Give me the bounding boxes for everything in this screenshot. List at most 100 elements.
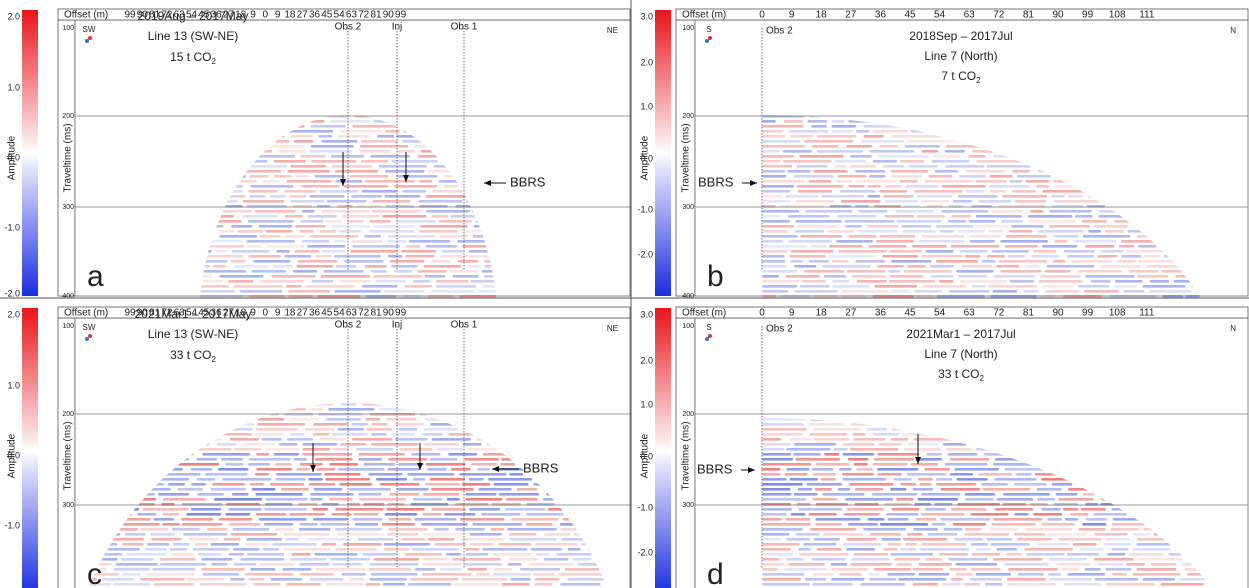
offset-header [57,8,631,21]
seismic-stripe [230,533,278,536]
seismic-stripe [357,538,395,541]
seismic-stripe [387,235,436,238]
seismic-stripe [340,130,382,133]
seismic-stripe [871,493,918,496]
seismic-stripe [253,260,291,263]
offset-tick-label: 63 [346,308,358,319]
seismic-stripe [373,275,423,278]
seismic-stripe [444,513,476,516]
seismic-stripe [762,215,781,218]
seismic-stripe [319,230,337,233]
seismic-stripe [935,260,979,263]
marker-label: Inj [392,320,403,331]
seismic-stripe [173,543,190,546]
seismic-stripe [762,240,783,243]
seismic-stripe [492,573,532,576]
offset-tick-label: 90 [1052,308,1064,319]
seismic-stripe [407,473,455,476]
seismic-stripe [869,578,897,581]
seismic-stripe [841,290,889,293]
seismic-stripe [351,423,368,426]
seismic-stripe [826,230,855,233]
seismic-stripe [358,458,382,461]
seismic-stripe [202,453,251,456]
seismic-stripe [218,518,253,521]
seismic-stripe [951,215,972,218]
seismic-stripe [289,558,327,561]
seismic-stripe [1136,558,1183,561]
seismic-stripe [284,235,305,238]
seismic-stripe [352,438,393,441]
seismic-stripe [391,265,418,268]
seismic-stripe [1047,533,1088,536]
seismic-stripe [355,448,394,451]
seismic-stripe [939,553,969,556]
seismic-stripe [800,235,843,238]
seismic-stripe [335,548,377,551]
seismic-stripe [284,215,303,218]
offset-tick-label: 81 [370,308,382,319]
seismic-stripe [928,175,953,178]
seismic-stripe [255,433,285,436]
seismic-stripe [299,463,323,466]
seismic-stripe [791,250,834,253]
seismic-stripe [1084,568,1101,571]
seismic-stripe [969,240,996,243]
seismic-stripe [509,533,537,536]
seismic-stripe [994,478,1037,481]
seismic-stripe [192,448,232,451]
seismic-stripe [290,135,313,138]
seismic-stripe [482,548,528,551]
seismic-stripe [230,578,245,581]
seismic-stripe [140,528,169,531]
seismic-stripe [429,478,466,481]
seismic-stripe [535,578,560,581]
seismic-stripe [375,478,408,481]
seismic-stripe [329,498,353,501]
amplitude-tick-label: -2.0 [637,547,653,557]
seismic-stripe [140,578,185,581]
seismic-stripe [258,280,305,283]
offset-tick-label: 108 [1109,308,1126,319]
seismic-stripe [812,573,834,576]
offset-tick-label: 81 [370,10,382,21]
seismic-stripe [338,230,362,233]
seismic-stripe [314,553,358,556]
colorbar [655,10,671,296]
seismic-stripe [855,488,884,491]
direction-right: N [1230,324,1236,333]
seismic-stripe [338,468,385,471]
direction-left: SW [83,25,96,34]
seismic-stripe [322,250,346,253]
seismic-stripe [385,130,400,133]
offset-tick-label: 0 [263,10,269,21]
horizon-label: BBRS [523,460,559,475]
offset-tick-label: 72 [358,10,370,21]
marker-label: Obs 2 [766,26,793,37]
seismic-stripe [199,583,247,586]
offset-tick-label: 99 [395,10,407,21]
seismic-stripe [762,180,805,183]
seismic-stripe [389,493,420,496]
seismic-stripe [1012,190,1037,193]
seismic-stripe [788,130,829,133]
seismic-stripe [936,295,985,298]
seismic-stripe [364,235,382,238]
seismic-stripe [347,220,364,223]
seismic-stripe [1025,528,1073,531]
seismic-stripe [476,573,490,576]
seismic-stripe [444,185,458,188]
seismic-stripe [856,468,874,471]
seismic-stripe [907,473,947,476]
seismic-stripe [369,578,407,581]
seismic-stripe [762,423,804,426]
seismic-stripe [879,523,929,526]
seismic-stripe [371,423,388,426]
seismic-stripe [423,265,462,268]
seismic-stripe [890,438,909,441]
seismic-stripe [762,295,777,298]
seismic-stripe [786,558,804,561]
seismic-stripe [954,538,984,541]
seismic-stripe [274,175,292,178]
seismic-stripe [797,488,813,491]
